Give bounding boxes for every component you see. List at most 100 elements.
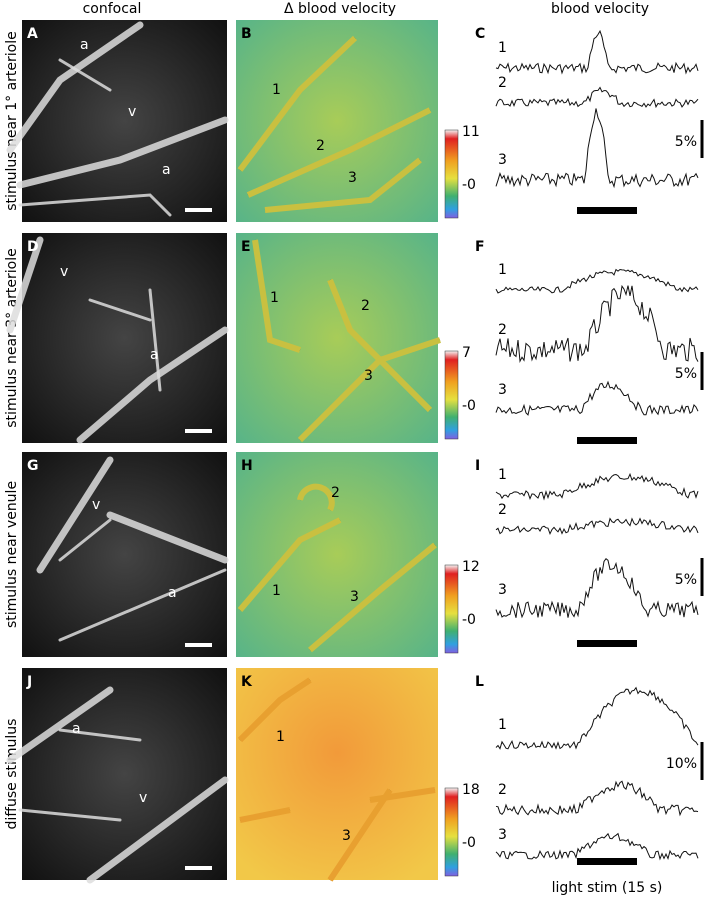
vessel-fill bbox=[264, 157, 422, 213]
stim-bar bbox=[577, 207, 637, 214]
trace bbox=[495, 557, 699, 619]
panel-letter: B bbox=[241, 26, 252, 42]
stim-label: light stim (15 s) bbox=[552, 880, 663, 896]
vessel bbox=[58, 568, 227, 642]
vessel bbox=[76, 326, 229, 444]
vessel-fill bbox=[237, 35, 358, 172]
trace-number: 1 bbox=[498, 40, 507, 56]
panels: confocal Δ blood velocity blood velocity st… bbox=[4, 1, 704, 896]
vessel-label: a bbox=[80, 37, 89, 53]
trace-number: 2 bbox=[498, 782, 507, 798]
vessel-fill bbox=[297, 483, 335, 512]
scale-label: 10% bbox=[666, 756, 697, 772]
panel-letter: D bbox=[27, 239, 39, 255]
panel-letter: I bbox=[475, 458, 480, 474]
vessel-fill bbox=[252, 239, 301, 353]
panel-letter: C bbox=[475, 26, 485, 42]
vessel bbox=[18, 193, 172, 217]
trace bbox=[495, 472, 699, 501]
vessel bbox=[6, 236, 44, 334]
vessel-fill bbox=[327, 278, 441, 364]
vessel bbox=[58, 58, 112, 92]
vessel bbox=[58, 518, 112, 562]
colorbar bbox=[444, 129, 459, 219]
vessel bbox=[6, 21, 144, 154]
confocal-image bbox=[22, 233, 227, 443]
trace-number: 1 bbox=[498, 717, 507, 733]
vessel-number: 1 bbox=[270, 290, 279, 306]
vessel bbox=[58, 728, 142, 742]
colorbar bbox=[444, 787, 459, 877]
vessel-number: 3 bbox=[348, 170, 357, 186]
stim-bar bbox=[577, 640, 637, 647]
colorbar-label: 18 bbox=[462, 782, 480, 798]
vessel-fill bbox=[237, 677, 312, 743]
vessel-fill bbox=[237, 517, 342, 612]
trace-number: 1 bbox=[498, 467, 507, 483]
vessel bbox=[6, 686, 114, 764]
trace bbox=[495, 380, 699, 416]
panel-letter: A bbox=[27, 26, 38, 42]
scale-label: 5% bbox=[675, 134, 697, 150]
scale-bar bbox=[185, 208, 212, 212]
colorbar-label: -0 bbox=[462, 612, 476, 628]
scale-bar bbox=[185, 643, 212, 647]
vessel-fill bbox=[308, 542, 437, 653]
stim-bar bbox=[577, 858, 637, 865]
vessel bbox=[16, 116, 229, 189]
vessel-number: 3 bbox=[364, 368, 373, 384]
trace-number: 3 bbox=[498, 152, 507, 168]
vessel-label: v bbox=[60, 264, 68, 280]
vessel-fill bbox=[369, 787, 436, 803]
trace bbox=[495, 686, 699, 750]
confocal-image bbox=[22, 668, 227, 880]
trace bbox=[495, 780, 699, 817]
velocity-map bbox=[236, 668, 438, 880]
vessel-number: 3 bbox=[342, 828, 351, 844]
stim-bar bbox=[577, 437, 637, 444]
panel-letter: L bbox=[475, 674, 484, 690]
vessel bbox=[18, 808, 122, 822]
vessel-label: v bbox=[92, 497, 100, 513]
scale-label: 5% bbox=[675, 572, 697, 588]
velocity-map bbox=[236, 233, 438, 443]
trace bbox=[495, 284, 699, 363]
row-label: diffuse stimulus bbox=[4, 719, 20, 830]
trace-number: 2 bbox=[498, 502, 507, 518]
trace-number: 2 bbox=[498, 322, 507, 338]
vessel-number: 1 bbox=[276, 729, 285, 745]
colorbar-label: -0 bbox=[462, 398, 476, 414]
trace-number: 1 bbox=[498, 262, 507, 278]
trace-number: 3 bbox=[498, 582, 507, 598]
vessel-number: 3 bbox=[350, 589, 359, 605]
trace-number: 2 bbox=[498, 75, 507, 91]
colorbar bbox=[444, 564, 459, 654]
column-header: Δ blood velocity bbox=[284, 1, 396, 17]
vessel-number: 1 bbox=[272, 82, 281, 98]
trace bbox=[495, 86, 699, 109]
confocal-image bbox=[22, 20, 227, 222]
trace bbox=[495, 29, 699, 75]
vessel-number: 2 bbox=[331, 485, 340, 501]
colorbar bbox=[444, 350, 459, 440]
colorbar-label: -0 bbox=[462, 177, 476, 193]
trace bbox=[495, 108, 699, 189]
trace bbox=[495, 268, 699, 294]
vessel-label: a bbox=[162, 162, 171, 178]
vessel-number: 2 bbox=[361, 298, 370, 314]
velocity-map bbox=[236, 452, 438, 657]
panel-letter: J bbox=[26, 674, 32, 690]
scale-bar bbox=[185, 866, 212, 870]
panel-letter: K bbox=[241, 674, 253, 690]
panel-letter: H bbox=[241, 458, 253, 474]
scale-label: 5% bbox=[675, 366, 697, 382]
panel-letter: G bbox=[27, 458, 39, 474]
scale-bar bbox=[185, 429, 212, 433]
trace bbox=[495, 832, 699, 861]
row-label: stimulus near venule bbox=[4, 481, 20, 628]
vessel bbox=[86, 776, 229, 884]
vessel-label: a bbox=[168, 585, 177, 601]
colorbar-label: 11 bbox=[462, 124, 480, 140]
column-header: blood velocity bbox=[551, 1, 649, 17]
